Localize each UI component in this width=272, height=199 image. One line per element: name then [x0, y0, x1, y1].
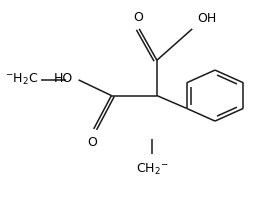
- Text: HO: HO: [54, 72, 73, 85]
- Text: CH$_{2}$$^{-}$: CH$_{2}$$^{-}$: [135, 162, 168, 177]
- Text: O: O: [133, 11, 143, 24]
- Text: OH: OH: [197, 12, 217, 25]
- Text: $^{-}$H$_{2}$C: $^{-}$H$_{2}$C: [5, 72, 38, 87]
- Text: O: O: [88, 136, 97, 149]
